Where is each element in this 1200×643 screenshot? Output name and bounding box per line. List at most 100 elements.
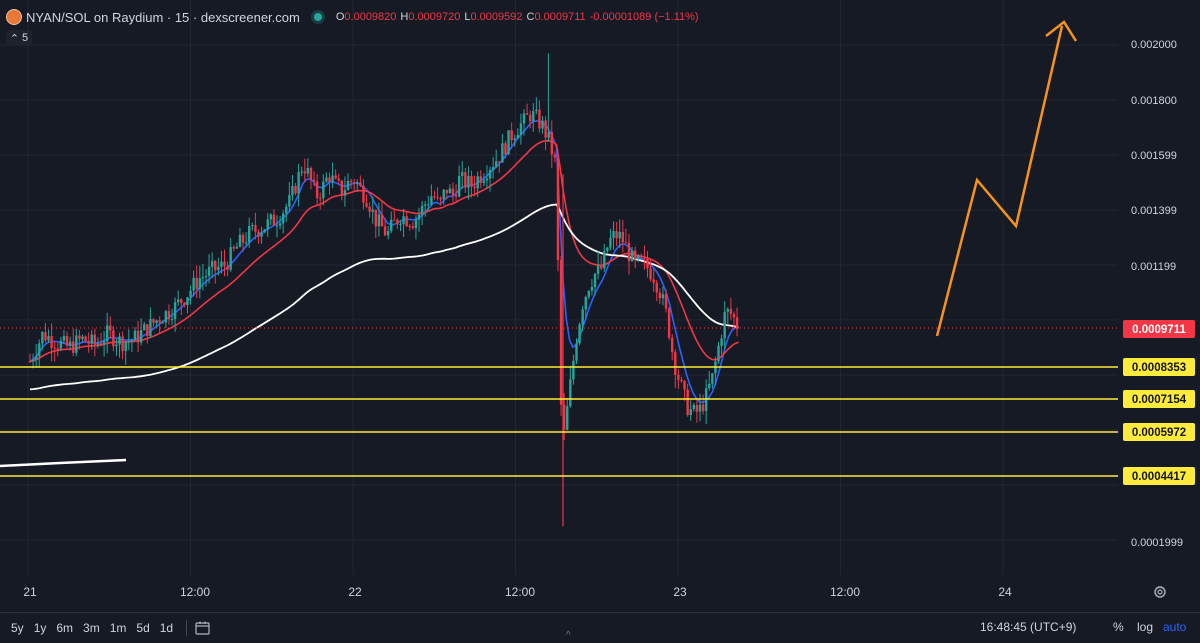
candle-body (661, 294, 665, 299)
candle-body (105, 325, 109, 342)
candle-body (510, 130, 513, 141)
candle-body (590, 287, 594, 291)
auto-scale-toggle[interactable]: auto (1163, 620, 1187, 634)
candle-body (587, 290, 591, 297)
candle-body (621, 231, 624, 243)
percent-scale-toggle[interactable]: % (1113, 620, 1124, 634)
price-axis: 0.002000 0.001800 0.001599 0.001399 0.001199… (1131, 39, 1183, 549)
candle-body (152, 318, 155, 323)
candle-body (442, 189, 445, 200)
candle-body (513, 138, 516, 141)
candle-body (732, 313, 736, 318)
candle-body (136, 330, 140, 343)
candle-body (260, 232, 263, 237)
candle-body (451, 188, 455, 196)
candle-body (93, 334, 97, 345)
scroll-up-arrow-icon[interactable]: ^ (566, 630, 571, 641)
candle-body (59, 340, 63, 349)
live-status-icon (313, 13, 322, 21)
candle-body (44, 332, 47, 341)
range-5d-button[interactable]: 5d (136, 621, 150, 635)
candle-body (300, 171, 303, 173)
candle-body (275, 225, 279, 227)
settings-gear-icon[interactable] (1153, 585, 1167, 599)
candle-body (630, 250, 634, 262)
candle-body (173, 302, 177, 320)
price-change: -0.00001089 (−1.11%) (589, 11, 699, 23)
candle-body (575, 343, 578, 361)
candle-body (652, 279, 655, 283)
range-1d-button[interactable]: 1d (159, 621, 174, 635)
candle-body (328, 177, 331, 182)
candle-body (649, 268, 652, 280)
range-1y-button[interactable]: 1y (33, 621, 47, 635)
candle-body (689, 409, 692, 415)
candle-body (121, 336, 124, 352)
candle-body (606, 247, 609, 252)
candle-body (220, 261, 223, 267)
candle-body (692, 405, 696, 410)
candle-body (210, 260, 214, 267)
candle-body (192, 277, 195, 291)
candle-body (244, 242, 248, 244)
candle-body (615, 231, 618, 239)
candle-body (124, 342, 127, 352)
candle-body (457, 175, 461, 197)
candle-body (359, 182, 362, 186)
candle-body (491, 166, 495, 170)
candle-body (87, 341, 90, 344)
candle-body (294, 185, 297, 194)
candle-body (593, 273, 597, 288)
candle-body (386, 231, 390, 236)
price-tick-label: 0.001399 (1131, 205, 1177, 217)
goto-date-calendar-icon[interactable] (195, 621, 211, 635)
candle-body (544, 120, 547, 138)
candle-body (470, 175, 473, 187)
log-scale-toggle[interactable]: log (1137, 620, 1154, 634)
chart-grid (0, 0, 1118, 575)
candle-body (717, 345, 720, 362)
candle-body (427, 204, 430, 206)
range-5y-button[interactable]: 5y (11, 621, 24, 635)
candle-body (75, 335, 78, 353)
candle-body (90, 334, 93, 344)
candle-body (155, 320, 158, 323)
candle-body (53, 347, 56, 349)
candle-body (664, 294, 668, 309)
candle-body (720, 338, 723, 346)
candle-body (476, 176, 479, 189)
candle-body (566, 406, 569, 430)
range-1m-button[interactable]: 1m (109, 621, 127, 635)
candle-body (433, 196, 436, 198)
moving-averages (0, 119, 1118, 468)
candle-body (164, 311, 168, 323)
candle-body (711, 373, 714, 384)
candle-body (349, 180, 353, 183)
candle-body (399, 224, 402, 226)
candle-body (303, 171, 306, 174)
candle-body (102, 341, 106, 345)
candle-body (127, 341, 130, 343)
candle-body (362, 185, 365, 203)
candle-body (285, 206, 288, 214)
candle-body (65, 336, 69, 346)
indicators-collapse-button[interactable]: ⌃ 5 (6, 30, 32, 46)
candle-body (599, 264, 603, 269)
candle-body (424, 204, 427, 206)
candle-body (655, 282, 658, 293)
range-3m-button[interactable]: 3m (83, 621, 100, 635)
candle-body (186, 297, 189, 305)
candle-body (461, 172, 464, 176)
candle-body (686, 389, 689, 415)
candle-body (482, 180, 486, 183)
candle-body (319, 197, 322, 199)
time-tick-label: 24 (998, 585, 1012, 599)
candle-body (99, 343, 103, 345)
candle-body (139, 330, 143, 343)
candle-body (532, 111, 535, 122)
candle-body (584, 296, 587, 310)
range-6m-button[interactable]: 6m (56, 621, 74, 635)
candle-body (439, 197, 442, 200)
candle-body (207, 266, 211, 276)
